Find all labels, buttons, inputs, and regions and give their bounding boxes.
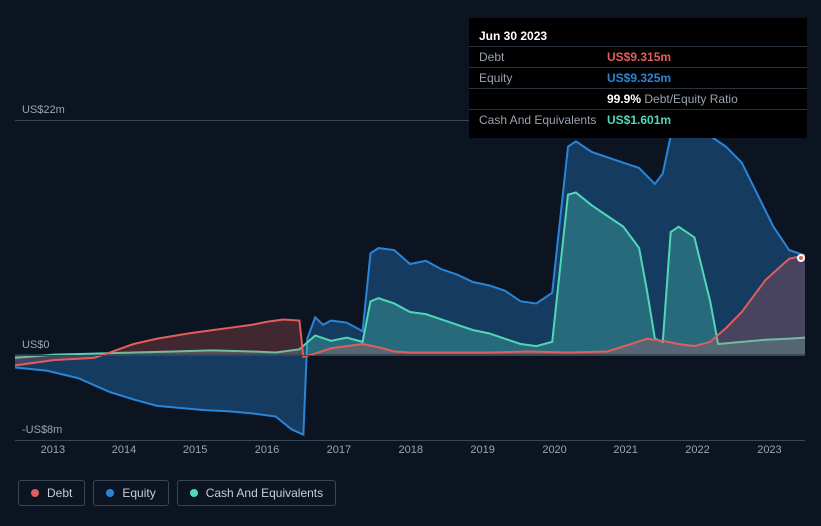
tooltip-ratio-label: Debt/Equity Ratio	[644, 92, 737, 106]
tooltip-cash-label: Cash And Equivalents	[479, 113, 607, 127]
legend-item-debt[interactable]: Debt	[18, 480, 85, 506]
tooltip-date-row: Jun 30 2023	[469, 26, 807, 47]
legend-item-cash-and-equivalents[interactable]: Cash And Equivalents	[177, 480, 336, 506]
x-tick-label: 2019	[470, 444, 494, 456]
legend-dot-icon	[190, 489, 198, 497]
x-tick-label: 2021	[613, 444, 637, 456]
x-tick-label: 2017	[327, 444, 351, 456]
x-tick-label: 2014	[112, 444, 136, 456]
tooltip-date: Jun 30 2023	[479, 29, 547, 43]
x-tick-label: 2015	[183, 444, 207, 456]
x-tick-label: 2020	[542, 444, 566, 456]
x-tick-label: 2016	[255, 444, 279, 456]
legend-item-equity[interactable]: Equity	[93, 480, 168, 506]
tooltip-equity-label: Equity	[479, 71, 607, 85]
y-tick-label: -US$8m	[22, 424, 62, 436]
tooltip-ratio-row: 99.9% Debt/Equity Ratio	[469, 89, 807, 110]
tooltip-ratio: 99.9% Debt/Equity Ratio	[607, 92, 797, 106]
y-tick-label: US$22m	[22, 104, 65, 116]
x-tick-label: 2013	[41, 444, 65, 456]
tooltip-debt-value: US$9.315m	[607, 50, 797, 64]
gridline	[15, 355, 805, 356]
legend-dot-icon	[106, 489, 114, 497]
x-tick-label: 2022	[685, 444, 709, 456]
tooltip-equity-value: US$9.325m	[607, 71, 797, 85]
gridline	[15, 440, 805, 441]
legend-label: Cash And Equivalents	[206, 486, 323, 500]
tooltip-debt-label: Debt	[479, 50, 607, 64]
legend-label: Equity	[122, 486, 155, 500]
x-tick-label: 2023	[757, 444, 781, 456]
chart-plot-area[interactable]	[15, 120, 805, 440]
tooltip-ratio-value: 99.9%	[607, 92, 641, 106]
tooltip-panel: Jun 30 2023 Debt US$9.315m Equity US$9.3…	[469, 18, 807, 138]
x-tick-label: 2018	[399, 444, 423, 456]
tooltip-cash-row: Cash And Equivalents US$1.601m	[469, 110, 807, 130]
legend: Debt Equity Cash And Equivalents	[18, 480, 336, 506]
tooltip-debt-row: Debt US$9.315m	[469, 47, 807, 68]
tooltip-ratio-spacer	[479, 92, 607, 106]
legend-dot-icon	[31, 489, 39, 497]
y-tick-label: US$0	[22, 339, 50, 351]
legend-label: Debt	[47, 486, 72, 500]
chart-svg	[15, 120, 805, 440]
tooltip-equity-row: Equity US$9.325m	[469, 68, 807, 89]
tooltip-cash-value: US$1.601m	[607, 113, 797, 127]
hover-marker	[797, 254, 805, 262]
